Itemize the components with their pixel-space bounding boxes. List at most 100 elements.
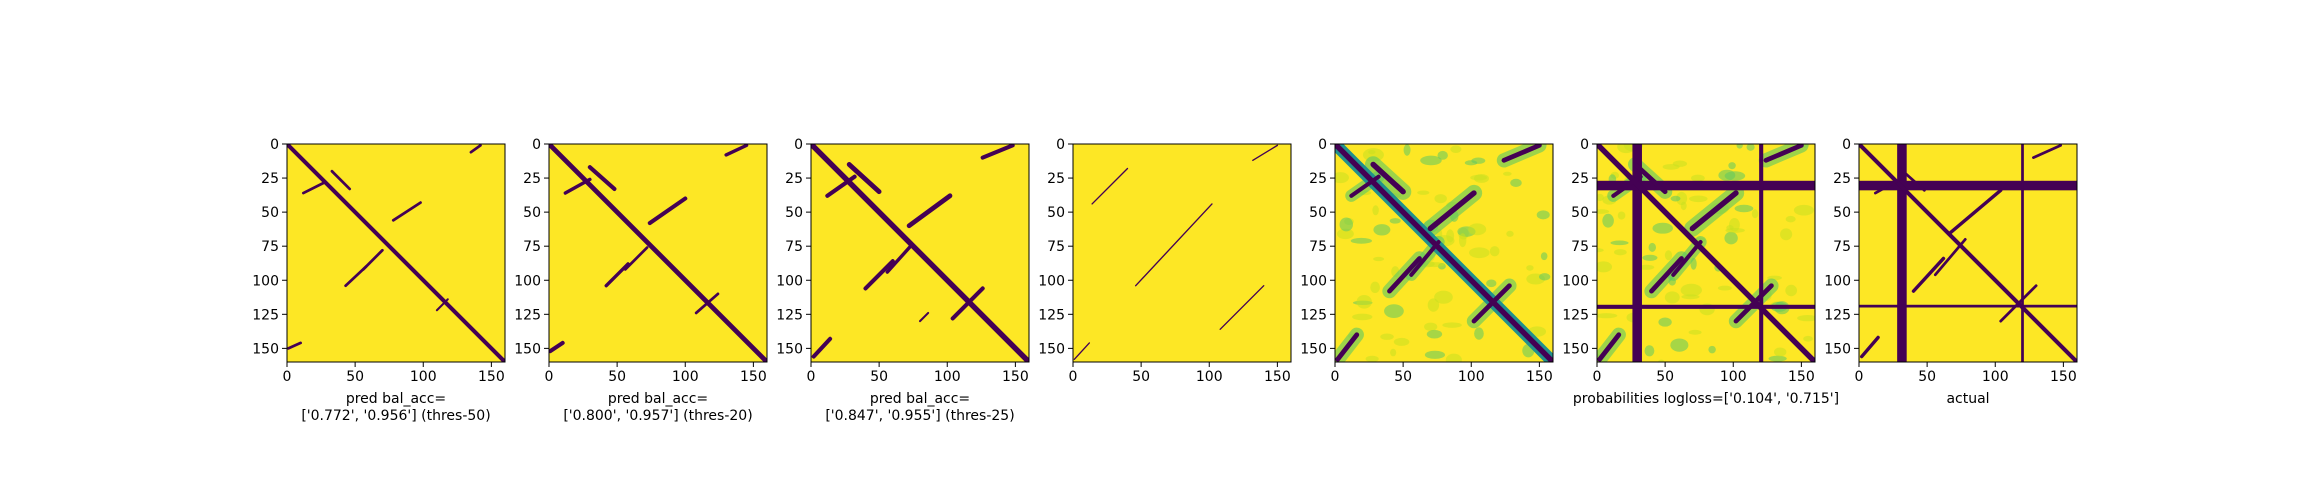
contact-segment [1349,174,1381,198]
y-tick-label: 50 [261,205,279,221]
contact-segment [361,248,384,271]
probability-blotch [1648,242,1657,252]
probability-blotch [1803,335,1813,342]
y-tick-label: 100 [776,273,803,289]
probability-blotch [1380,333,1394,340]
y-tick-label: 0 [1580,137,1589,153]
probability-blotch [1352,313,1373,321]
contact-segment [2032,144,2063,159]
probability-blotch [1489,246,1500,257]
probability-blotch [1597,193,1604,202]
probability-blotch [1691,174,1705,182]
contact-segment [811,336,833,359]
contact-segment [863,259,895,291]
contact-segment [647,196,688,226]
contact-segment [1649,256,1684,294]
axes-frame [810,143,1030,363]
probability-blotch [1370,281,1380,294]
probability-blotch [1658,359,1665,362]
probability-blotch [1464,160,1478,166]
y-tick-label: 100 [1562,273,1589,289]
x-tick-label: 0 [283,369,292,385]
panel-caption: pred bal_acc= [608,391,708,407]
panel-caption: pred bal_acc= [346,391,446,407]
probability-blotch [1434,194,1447,204]
x-tick-label: 100 [1982,369,2009,385]
contact-segment [1335,332,1360,362]
probability-blotch [1676,191,1688,206]
contact-segment [694,292,720,315]
probability-blotch [1751,209,1759,219]
x-tick-label: 150 [1526,369,1553,385]
x-tick-label: 150 [1002,369,1029,385]
y-tick-label: 75 [261,239,279,255]
y-tick-label: 75 [1833,239,1851,255]
probability-blotch [1610,240,1629,246]
contact-band [1632,144,1642,362]
y-tick-label: 50 [785,205,803,221]
probability-blotch [1662,163,1680,170]
x-tick-label: 50 [1394,369,1412,385]
contact-segment [391,201,422,222]
heatmap-background [1073,144,1291,362]
x-tick-label: 150 [2050,369,2077,385]
probability-blotch [1356,294,1372,309]
x-tick-label: 100 [1720,369,1747,385]
y-tick-label: 150 [1300,341,1327,357]
contact-segment [435,298,449,312]
y-tick-label: 100 [252,273,279,289]
probability-blotch [1793,204,1815,216]
probability-blotch [1442,322,1462,328]
contact-band [2021,144,2024,362]
probability-blotch [1510,178,1522,187]
probability-blotch [1617,211,1626,220]
contact-segment [1134,203,1213,287]
y-tick-label: 150 [776,341,803,357]
probability-blotch [1746,144,1755,151]
probability-blotch [1417,190,1430,195]
x-tick-label: 150 [740,369,767,385]
x-tick-label: 0 [1331,369,1340,385]
probability-blotch [1617,144,1636,154]
probability-blotch [1427,298,1440,312]
probability-blotch [1652,222,1673,234]
x-tick-label: 50 [346,369,364,385]
probability-blotch [1780,228,1793,241]
y-tick-label: 0 [1318,137,1327,153]
y-tick-label: 25 [261,171,279,187]
probability-blotch [1642,254,1658,261]
probability-blotch [1420,155,1442,166]
contact-band [1859,180,2077,191]
panel-caption: ['0.800', '0.957'] (thres-20) [563,408,752,424]
probability-blotch [1728,162,1736,170]
contact-segment [1091,167,1129,205]
contact-segment [1471,283,1512,324]
x-tick-label: 50 [1918,369,1936,385]
contact-segment [1947,188,2003,236]
contact-segment [604,262,630,288]
probability-blotch [1503,171,1512,176]
probability-blotch [1372,205,1379,216]
contact-segment [1689,190,1739,232]
y-tick-label: 125 [1562,307,1589,323]
probability-blotch [1597,209,1610,214]
contact-segment [1219,285,1265,330]
diagonal-contact [287,144,505,362]
contact-band [1859,304,2077,308]
probability-blotch [1526,265,1534,271]
contact-segment [1611,174,1643,198]
y-tick-label: 75 [1571,239,1589,255]
probability-blotch [1390,348,1397,357]
contact-segment [1911,256,1946,293]
y-tick-label: 100 [1824,273,1851,289]
y-tick-label: 150 [1038,341,1065,357]
contact-segment [330,169,352,191]
contact-segment [1597,332,1622,362]
y-tick-label: 0 [1056,137,1065,153]
y-tick-label: 125 [1824,307,1851,323]
probability-blotch [1469,247,1490,259]
axes-frame [1334,143,1554,363]
